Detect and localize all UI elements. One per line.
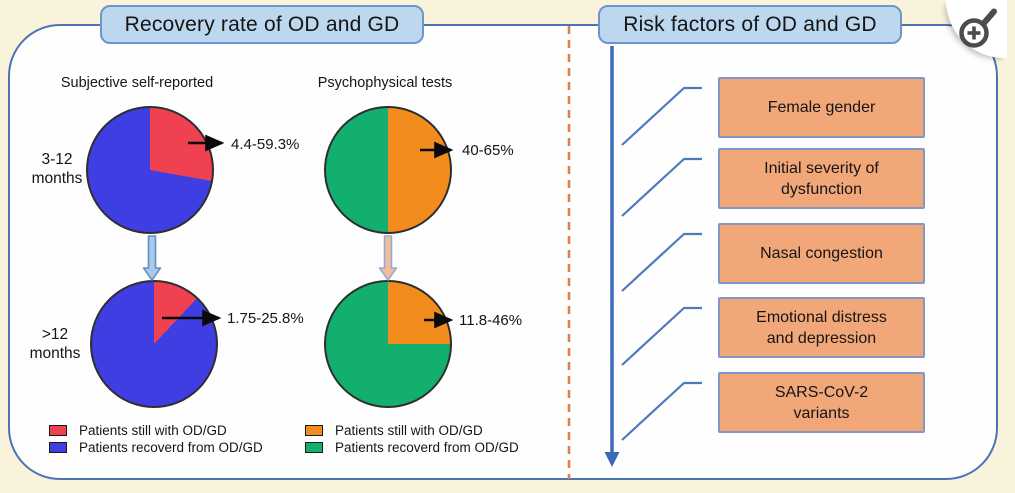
annotation-psychophysical-over-12: 11.8-46% <box>459 312 523 329</box>
legend-subjective: Patients still with OD/GD Patients recov… <box>49 423 263 455</box>
annotation-subjective-over-12: 1.75-25.8% <box>227 310 304 327</box>
risk-box-nasal-congestion: Nasal congestion <box>718 223 925 284</box>
risk-box-female-gender: Female gender <box>718 77 925 138</box>
risk-box-initial-severity: Initial severity of dysfunction <box>718 148 925 209</box>
legend-swatch-orange <box>305 425 323 436</box>
legend-label: Patients still with OD/GD <box>335 423 483 438</box>
column-header-psychophysical: Psychophysical tests <box>317 75 453 91</box>
pie-psychophysical-over-12-months <box>324 280 452 408</box>
column-header-subjective: Subjective self-reported <box>60 75 214 91</box>
legend-item: Patients still with OD/GD <box>305 423 519 438</box>
legend-label: Patients recoverd from OD/GD <box>335 440 519 455</box>
legend-swatch-blue <box>49 442 67 453</box>
risk-box-sars-cov-2-variants: SARS-CoV-2 variants <box>718 372 925 433</box>
legend-swatch-green <box>305 442 323 453</box>
image-zoom-button[interactable] <box>946 0 1007 58</box>
legend-item: Patients still with OD/GD <box>49 423 263 438</box>
magnifier-plus-icon <box>958 8 997 48</box>
legend-item: Patients recoverd from OD/GD <box>305 440 519 455</box>
right-panel-title: Risk factors of OD and GD <box>598 5 902 44</box>
row-label-3-12-months: 3-12 months <box>31 151 83 187</box>
legend-item: Patients recoverd from OD/GD <box>49 440 263 455</box>
pie-psychophysical-3-12-months <box>324 106 452 234</box>
left-panel-title: Recovery rate of OD and GD <box>100 5 424 44</box>
risk-box-emotional-distress: Emotional distress and depression <box>718 297 925 358</box>
row-label-over-12-months: >12 months <box>29 326 81 362</box>
legend-label: Patients recoverd from OD/GD <box>79 440 263 455</box>
legend-psychophysical: Patients still with OD/GD Patients recov… <box>305 423 519 455</box>
pie-subjective-3-12-months <box>86 106 214 234</box>
legend-label: Patients still with OD/GD <box>79 423 227 438</box>
annotation-psychophysical-3-12: 40-65% <box>462 142 514 159</box>
legend-swatch-red <box>49 425 67 436</box>
pie-subjective-over-12-months <box>90 280 218 408</box>
annotation-subjective-3-12: 4.4-59.3% <box>231 136 300 153</box>
